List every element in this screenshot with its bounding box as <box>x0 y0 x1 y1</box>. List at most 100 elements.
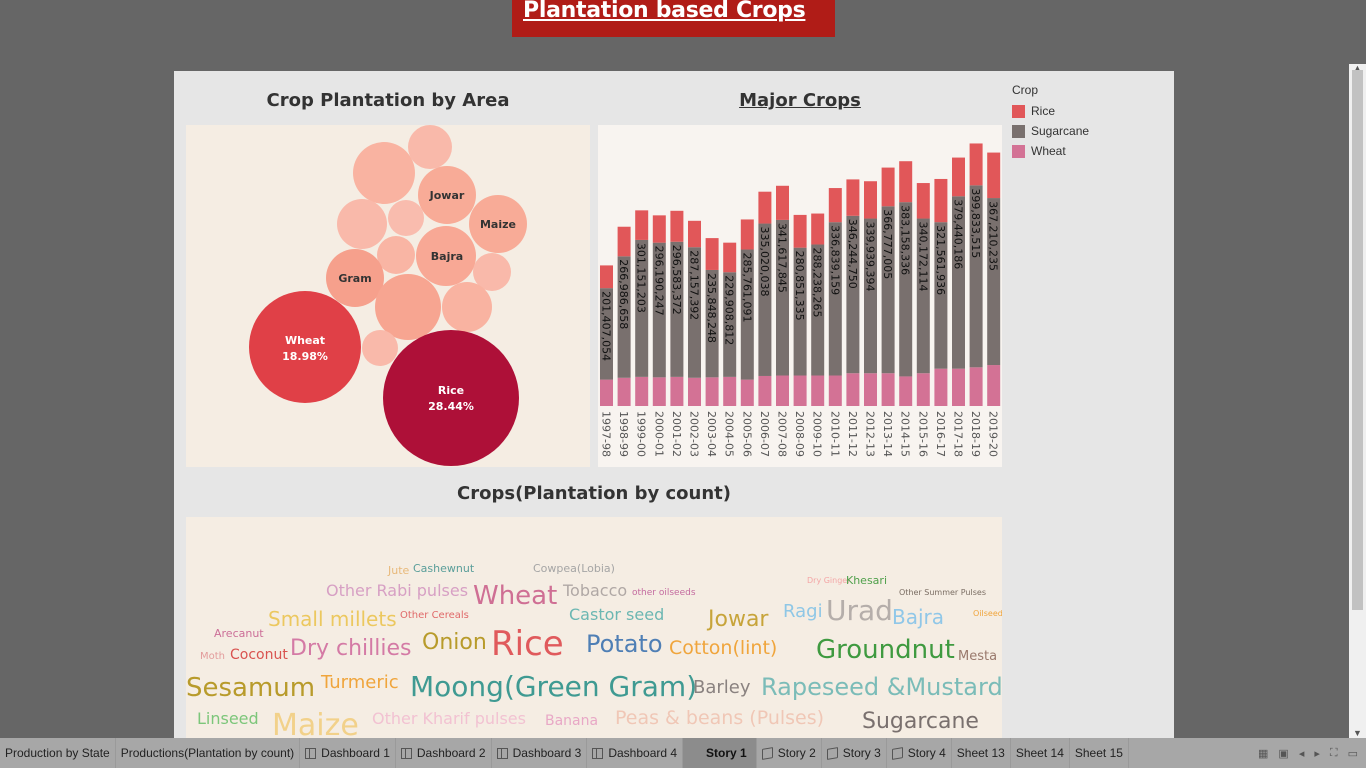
bar-rice-2015-16[interactable] <box>916 183 930 219</box>
bar-sugarcane-2011-12[interactable] <box>846 215 860 374</box>
word-cloud-item[interactable]: Tobacco <box>563 581 628 600</box>
word-cloud-item[interactable]: Potato <box>586 630 663 658</box>
bar-rice-2000-01[interactable] <box>652 215 666 243</box>
bar-rice-2002-03[interactable] <box>688 220 701 248</box>
tab-sheet-13[interactable]: Sheet 13 <box>952 738 1011 768</box>
word-cloud-item[interactable]: Rapeseed &Mustard <box>761 673 1002 701</box>
bar-wheat-2005-06[interactable] <box>740 379 754 406</box>
bar-sugarcane-1997-98[interactable] <box>600 288 613 380</box>
bar-wheat-2004-05[interactable] <box>723 376 737 406</box>
bar-sugarcane-2014-15[interactable] <box>899 202 913 377</box>
bar-sugarcane-2001-02[interactable] <box>670 241 684 377</box>
bar-rice-2017-18[interactable] <box>952 157 965 197</box>
bar-sugarcane-2015-16[interactable] <box>916 218 930 374</box>
word-cloud-item[interactable]: Barley <box>693 677 751 698</box>
bar-sugarcane-2019-20[interactable] <box>987 198 1001 366</box>
bar-sugarcane-1999-00[interactable] <box>635 239 649 377</box>
word-cloud-item[interactable]: Cashewnut <box>413 562 475 575</box>
word-cloud-item[interactable]: Sugarcane <box>862 709 979 734</box>
bubble-gram[interactable] <box>326 249 384 307</box>
word-cloud-item[interactable]: Other Cereals <box>400 610 469 621</box>
bar-wheat-2013-14[interactable] <box>881 373 895 406</box>
bubble-bajra[interactable] <box>416 226 476 286</box>
bar-sugarcane-2016-17[interactable] <box>934 222 948 369</box>
bar-rice-2013-14[interactable] <box>881 167 895 207</box>
bar-rice-2016-17[interactable] <box>934 178 948 223</box>
bubble-6[interactable] <box>473 253 511 291</box>
bubble-5[interactable] <box>377 236 415 274</box>
bar-sugarcane-2007-08[interactable] <box>776 219 789 376</box>
word-cloud-item[interactable]: Jowar <box>708 607 769 632</box>
word-cloud-item[interactable]: Peas & beans (Pulses) <box>615 707 825 729</box>
tab-story-4[interactable]: Story 4 <box>887 738 952 768</box>
word-cloud-item[interactable]: Moth <box>200 651 226 662</box>
bar-wheat-2001-02[interactable] <box>670 376 684 406</box>
bar-sugarcane-2013-14[interactable] <box>881 206 895 374</box>
show-sheets-icon[interactable]: ▦ <box>1258 747 1269 760</box>
bar-rice-2018-19[interactable] <box>969 143 983 186</box>
bar-rice-2008-09[interactable] <box>793 214 807 248</box>
bar-rice-1999-00[interactable] <box>635 210 649 240</box>
bar-sugarcane-2010-11[interactable] <box>828 222 842 376</box>
word-cloud-item[interactable]: Onion <box>422 630 487 655</box>
bubble-4[interactable] <box>388 200 424 236</box>
bar-sugarcane-1998-99[interactable] <box>617 256 631 378</box>
scroll-thumb[interactable] <box>1352 70 1363 610</box>
bar-sugarcane-2017-18[interactable] <box>952 196 965 369</box>
word-cloud-item[interactable]: Other Kharif pulses <box>372 709 526 728</box>
bar-rice-2012-13[interactable] <box>864 181 877 219</box>
word-cloud-item[interactable]: Groundnut <box>816 635 955 665</box>
bar-sugarcane-2003-04[interactable] <box>705 269 719 378</box>
bar-wheat-2016-17[interactable] <box>934 368 948 406</box>
tab-productions-plantation-by-count-[interactable]: Productions(Plantation by count) <box>116 738 301 768</box>
bar-sugarcane-2009-10[interactable] <box>811 244 825 376</box>
bar-wheat-2009-10[interactable] <box>811 375 825 406</box>
word-cloud-item[interactable]: Sesamum <box>186 673 316 703</box>
bubble-wheat[interactable] <box>249 291 361 403</box>
bar-rice-2005-06[interactable] <box>740 219 754 250</box>
bar-wheat-2008-09[interactable] <box>793 375 807 406</box>
bar-wheat-2011-12[interactable] <box>846 373 860 406</box>
bar-wheat-2003-04[interactable] <box>705 377 719 406</box>
word-cloud-item[interactable]: Small millets <box>268 607 397 631</box>
bubble-chart[interactable]: Jowar Maize Bajra Gram Wheat 18.98% Rice… <box>186 125 590 467</box>
word-cloud-item[interactable]: Khesari <box>846 574 888 587</box>
bar-rice-2007-08[interactable] <box>776 185 789 220</box>
bar-rice-2001-02[interactable] <box>670 210 684 242</box>
bar-wheat-2010-11[interactable] <box>828 375 842 406</box>
bar-rice-2004-05[interactable] <box>723 242 737 273</box>
word-cloud[interactable]: Jute Cashewnut Cowpea(Lobia) Dry Ginger Khes… <box>186 517 1002 738</box>
scroll-down-icon[interactable]: ▼ <box>1353 728 1362 738</box>
bar-chart[interactable]: 201,407,054 1997-98 266,986,658 1998-99 301,… <box>598 125 1002 467</box>
word-cloud-item[interactable]: Cowpea(Lobia) <box>533 562 615 575</box>
bar-sugarcane-2018-19[interactable] <box>969 185 983 368</box>
word-cloud-item[interactable]: Dry Ginger <box>807 576 851 585</box>
bubble-jowar[interactable] <box>418 166 476 224</box>
bar-wheat-2012-13[interactable] <box>864 373 877 406</box>
legend-item-rice[interactable]: Rice <box>1012 101 1162 121</box>
tab-dashboard-2[interactable]: Dashboard 2 <box>396 738 492 768</box>
present-icon[interactable]: ▭ <box>1347 747 1358 760</box>
bar-wheat-2015-16[interactable] <box>916 373 930 406</box>
bar-wheat-1999-00[interactable] <box>635 376 649 406</box>
word-cloud-item[interactable]: Oilseeds total <box>973 609 1002 618</box>
bubble-maize[interactable] <box>469 195 527 253</box>
bar-sugarcane-2006-07[interactable] <box>758 223 772 376</box>
word-cloud-item[interactable]: Banana <box>545 713 599 729</box>
word-cloud-item[interactable]: Mesta <box>958 649 998 664</box>
word-cloud-item[interactable]: Jute <box>388 564 410 577</box>
word-cloud-item[interactable]: Urad <box>826 594 893 627</box>
tab-dashboard-1[interactable]: Dashboard 1 <box>300 738 396 768</box>
fullscreen-icon[interactable]: ⛶ <box>1329 746 1338 759</box>
word-cloud-item[interactable]: Rice <box>491 624 564 664</box>
bar-rice-2006-07[interactable] <box>758 191 772 224</box>
word-cloud-item[interactable]: Linseed <box>197 709 259 728</box>
bar-wheat-2019-20[interactable] <box>987 365 1001 406</box>
previous-icon[interactable]: ◂ <box>1298 747 1305 760</box>
word-cloud-item[interactable]: Moong(Green Gram) <box>410 670 698 703</box>
bar-wheat-2018-19[interactable] <box>969 367 983 406</box>
tab-story-1[interactable]: Story 1 <box>683 738 757 768</box>
bar-wheat-2006-07[interactable] <box>758 375 772 406</box>
bar-wheat-1998-99[interactable] <box>617 377 631 406</box>
tab-story-2[interactable]: Story 2 <box>757 738 822 768</box>
